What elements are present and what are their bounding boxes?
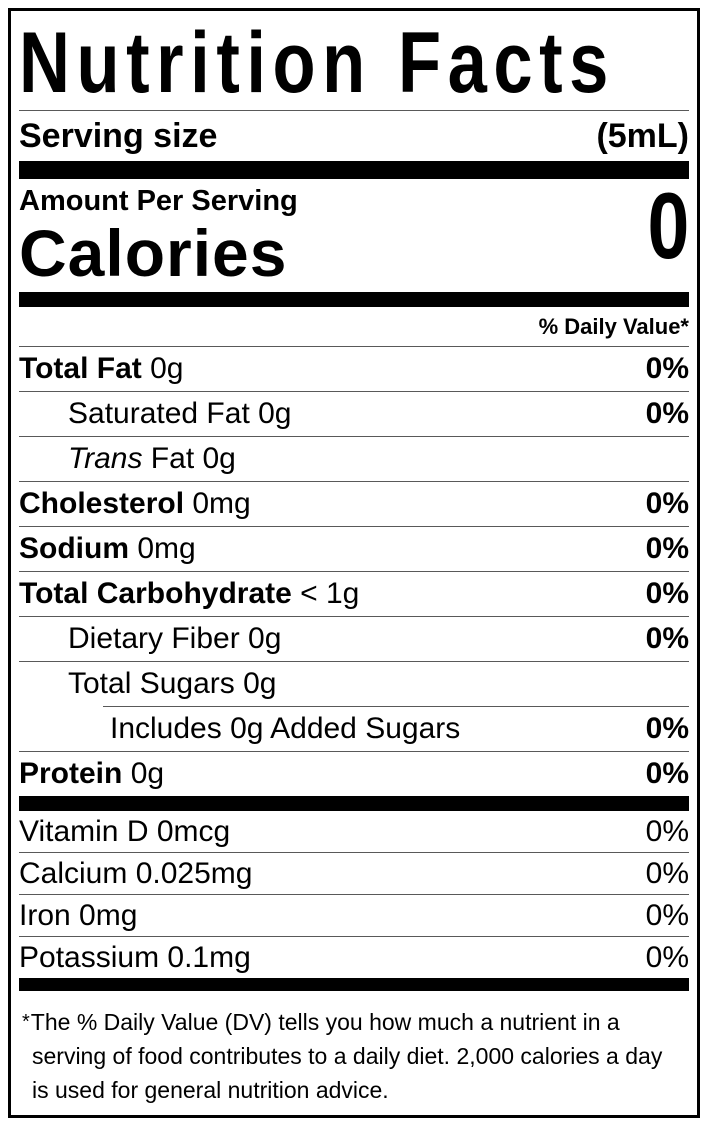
medium-divider-bar [19, 796, 689, 811]
footnote-text: The % Daily Value (DV) tells you how muc… [30, 1009, 663, 1103]
nutrition-facts-label: Nutrition Facts Serving size (5mL) Amoun… [8, 8, 700, 1118]
medium-divider-bar [19, 292, 689, 307]
serving-size-label: Serving size [19, 116, 218, 155]
row-divider [19, 852, 689, 853]
daily-value-header: % Daily Value* [538, 313, 689, 339]
vitamin-row-label: Calcium 0.025mg [19, 856, 253, 890]
nutrient-row: Total Sugars 0g [19, 662, 689, 706]
vitamin-row: Vitamin D 0mcg 0% [19, 811, 689, 852]
serving-size-row: Serving size (5mL) [19, 111, 689, 161]
nutrient-row: Trans Fat 0g [19, 437, 689, 481]
nutrient-row: Dietary Fiber 0g 0% [19, 617, 689, 661]
nutrient-row-percent: 0% [645, 352, 689, 385]
row-divider [19, 751, 689, 752]
row-divider [19, 661, 689, 662]
nutrient-row: Total Fat 0g 0% [19, 347, 689, 391]
row-divider [19, 481, 689, 482]
row-divider [103, 706, 689, 707]
calories-value: 0 [647, 173, 689, 278]
label-header: Nutrition Facts [19, 11, 689, 111]
nutrient-row-percent: 0% [645, 487, 689, 520]
vitamin-row: Iron 0mg 0% [19, 895, 689, 936]
vitamin-row: Potassium 0.1mg 0% [19, 937, 689, 978]
nutrient-row: Protein 0g 0% [19, 752, 689, 796]
nutrient-row-label: Dietary Fiber 0g [68, 622, 282, 655]
nutrient-rows: Total Fat 0g 0% Saturated Fat 0g 0% Trans Fa… [19, 347, 689, 796]
nutrient-row: Cholesterol 0mg 0% [19, 482, 689, 526]
nutrient-row-label: Saturated Fat 0g [68, 397, 292, 430]
nutrient-row-percent: 0% [645, 757, 689, 790]
calories-row: Calories 0 [19, 178, 689, 290]
row-divider [19, 936, 689, 937]
row-divider [19, 894, 689, 895]
row-divider [19, 571, 689, 572]
amount-per-serving-label: Amount Per Serving [19, 185, 298, 217]
vitamin-row-label: Iron 0mg [19, 898, 138, 932]
vitamin-rows: Vitamin D 0mcg 0% Calcium 0.025mg 0% Iron 0m… [19, 811, 689, 978]
medium-divider-bar [19, 978, 689, 991]
footnote: *The % Daily Value (DV) tells you how mu… [19, 991, 689, 1107]
nutrient-row: Saturated Fat 0g 0% [19, 392, 689, 436]
nutrient-row: Total Carbohydrate < 1g 0% [19, 572, 689, 616]
nutrient-row-percent: 0% [645, 577, 689, 610]
row-divider [19, 526, 689, 527]
calories-label: Calories [19, 215, 288, 290]
nutrient-row-label: Cholesterol 0mg [19, 487, 251, 520]
nutrient-row-label: Includes 0g Added Sugars [110, 712, 461, 745]
nutrient-row-percent: 0% [645, 622, 689, 655]
nutrient-row-label: Total Sugars 0g [68, 667, 277, 700]
label-title: Nutrition Facts [19, 14, 615, 111]
row-divider [19, 436, 689, 437]
thick-divider-bar [19, 161, 689, 179]
vitamin-row-percent: 0% [645, 814, 689, 848]
vitamin-row-label: Vitamin D 0mcg [19, 814, 231, 848]
nutrient-row: Includes 0g Added Sugars 0% [19, 707, 689, 751]
nutrient-row-label: Protein 0g [19, 757, 165, 790]
row-divider [19, 616, 689, 617]
vitamin-row-percent: 0% [645, 940, 689, 974]
row-divider [19, 391, 689, 392]
nutrient-row-label: Trans Fat 0g [68, 442, 236, 475]
nutrient-row-percent: 0% [645, 712, 689, 745]
vitamin-row-label: Potassium 0.1mg [19, 940, 251, 974]
nutrient-row-label: Total Carbohydrate < 1g [19, 577, 360, 610]
footnote-asterisk: * [22, 1011, 30, 1033]
nutrient-row-label: Total Fat 0g [19, 352, 184, 385]
nutrient-row-percent: 0% [645, 397, 689, 430]
nutrient-row: Sodium 0mg 0% [19, 527, 689, 571]
daily-value-header-row: % Daily Value* [19, 307, 689, 347]
serving-size-value: (5mL) [596, 116, 689, 155]
vitamin-row-percent: 0% [645, 856, 689, 890]
calories-section: Amount Per Serving Calories 0 [19, 178, 689, 292]
nutrient-row-label: Sodium 0mg [19, 532, 196, 565]
nutrient-row-percent: 0% [645, 532, 689, 565]
vitamin-row-percent: 0% [645, 898, 689, 932]
vitamin-row: Calcium 0.025mg 0% [19, 853, 689, 894]
